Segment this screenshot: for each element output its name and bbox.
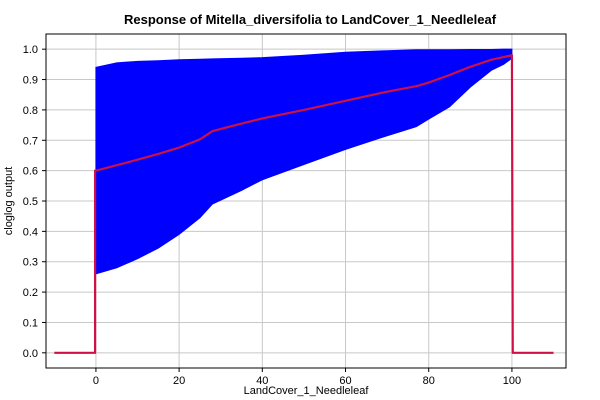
y-tick-label: 0.5 xyxy=(23,196,38,208)
x-tick-label: 40 xyxy=(256,375,268,387)
y-tick-label: 0.2 xyxy=(23,287,38,299)
x-tick-label: 80 xyxy=(423,375,435,387)
y-axis-label: cloglog output xyxy=(3,167,15,236)
y-tick-label: 0.0 xyxy=(23,348,38,360)
y-axis-ticks: 0.0 0.1 0.2 0.3 0.4 0.5 0.6 0.7 0.8 0.9 1.0 xyxy=(23,44,46,360)
response-curve-line xyxy=(54,54,554,354)
y-tick-label: 0.3 xyxy=(23,257,38,269)
x-tick-label: 20 xyxy=(173,375,185,387)
confidence-band-area xyxy=(95,48,513,275)
y-tick-label: 0.1 xyxy=(23,317,38,329)
response-curve xyxy=(54,54,554,354)
y-tick-label: 0.6 xyxy=(23,166,38,178)
y-tick-label: 0.7 xyxy=(23,135,38,147)
x-tick-label: 60 xyxy=(339,375,351,387)
confidence-band xyxy=(95,48,513,275)
x-axis-label: LandCover_1_Needleleaf xyxy=(244,385,370,397)
chart-title: Response of Mitella_diversifolia to Land… xyxy=(124,12,497,27)
y-tick-label: 0.9 xyxy=(23,75,38,87)
x-axis-ticks: 0 20 40 60 80 100 xyxy=(93,368,521,387)
y-tick-label: 0.4 xyxy=(23,226,38,238)
y-tick-label: 0.8 xyxy=(23,105,38,117)
y-tick-label: 1.0 xyxy=(23,44,38,56)
x-tick-label: 100 xyxy=(503,375,521,387)
x-tick-label: 0 xyxy=(93,375,99,387)
